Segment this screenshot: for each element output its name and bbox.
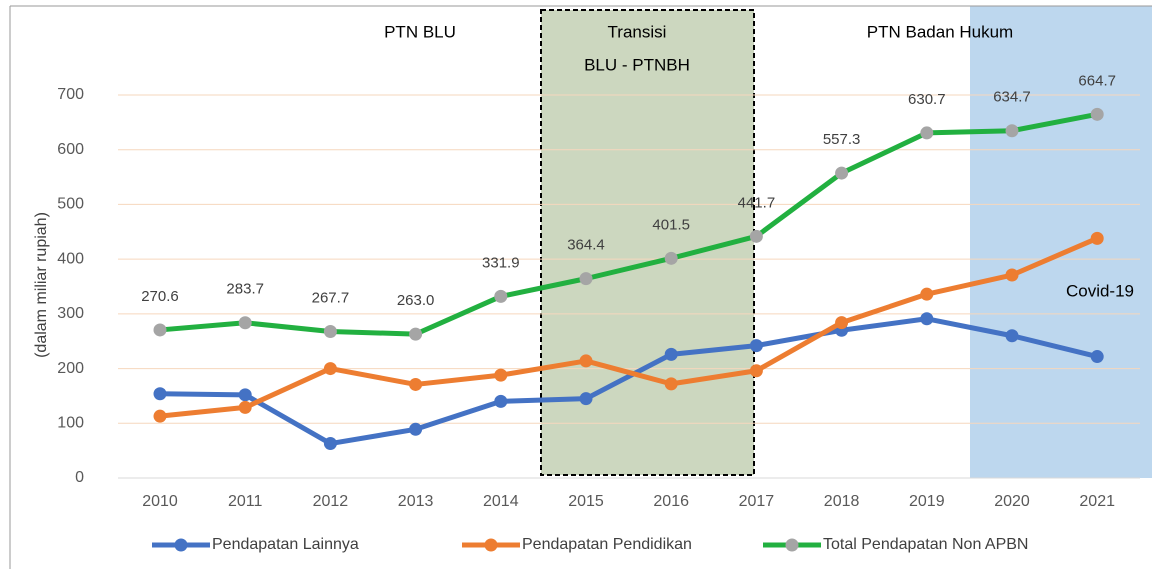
- y-tick-label: 300: [57, 305, 84, 322]
- value-label: 331.9: [482, 254, 520, 271]
- marker: [1005, 268, 1019, 282]
- marker: [1005, 124, 1019, 138]
- annotation: PTN Badan Hukum: [867, 22, 1013, 41]
- marker: [323, 437, 337, 451]
- x-tick-label: 2010: [142, 493, 178, 510]
- marker: [1090, 350, 1104, 364]
- y-tick-label: 700: [57, 86, 84, 103]
- x-tick-label: 2017: [739, 493, 775, 510]
- marker: [238, 400, 252, 414]
- value-label: 270.6: [141, 288, 179, 305]
- marker: [835, 316, 849, 330]
- value-label: 401.5: [652, 216, 690, 233]
- annotation: BLU - PTNBH: [584, 55, 690, 74]
- legend-label: Pendapatan Lainnya: [212, 536, 359, 553]
- marker: [323, 362, 337, 376]
- marker: [153, 387, 167, 401]
- marker: [1005, 329, 1019, 343]
- value-label: 557.3: [823, 131, 861, 148]
- legend-marker: [174, 538, 188, 552]
- marker: [579, 354, 593, 368]
- marker: [153, 409, 167, 423]
- marker: [835, 166, 849, 180]
- marker: [749, 229, 763, 243]
- x-tick-label: 2011: [228, 493, 263, 510]
- marker: [1090, 107, 1104, 121]
- marker: [409, 327, 423, 341]
- marker: [920, 312, 934, 326]
- x-tick-label: 2016: [653, 493, 689, 510]
- marker: [494, 394, 508, 408]
- x-tick-label: 2021: [1079, 493, 1115, 510]
- x-tick-label: 2014: [483, 493, 519, 510]
- legend-marker: [484, 538, 498, 552]
- x-tick-label: 2020: [994, 493, 1030, 510]
- legend-label: Pendapatan Pendidikan: [522, 536, 692, 553]
- marker: [1090, 231, 1104, 245]
- y-tick-label: 0: [75, 469, 84, 486]
- y-tick-label: 200: [57, 360, 84, 377]
- value-label: 364.4: [567, 237, 605, 254]
- series-line: [159, 236, 1099, 419]
- marker: [749, 364, 763, 378]
- marker: [238, 316, 252, 330]
- marker: [664, 251, 678, 265]
- value-label: 630.7: [908, 91, 946, 108]
- value-label: 441.7: [738, 194, 776, 211]
- x-tick-label: 2013: [398, 493, 434, 510]
- y-tick-label: 600: [57, 141, 84, 158]
- y-tick-label: 500: [57, 196, 84, 213]
- value-label: 267.7: [312, 289, 350, 306]
- marker: [494, 289, 508, 303]
- annotation: PTN BLU: [384, 22, 456, 41]
- value-label: 634.7: [993, 89, 1031, 106]
- annotation: Transisi: [608, 22, 667, 41]
- marker: [920, 287, 934, 301]
- value-label: 664.7: [1078, 72, 1116, 89]
- marker: [920, 126, 934, 140]
- value-label: 263.0: [397, 292, 435, 309]
- marker: [579, 392, 593, 406]
- legend-label: Total Pendapatan Non APBN: [823, 536, 1028, 553]
- marker: [153, 323, 167, 337]
- marker: [323, 325, 337, 339]
- marker: [409, 422, 423, 436]
- series-line: [159, 111, 1098, 337]
- y-tick-label: 400: [57, 250, 84, 267]
- series-line: [159, 316, 1098, 447]
- x-tick-label: 2012: [313, 493, 349, 510]
- x-tick-label: 2019: [909, 493, 945, 510]
- marker: [494, 368, 508, 382]
- annotation: Covid-19: [1066, 281, 1134, 300]
- marker: [238, 388, 252, 402]
- marker: [409, 377, 423, 391]
- y-tick-label: 100: [57, 415, 84, 432]
- value-label: 283.7: [226, 281, 264, 298]
- covid-region: [970, 6, 1152, 478]
- marker: [664, 347, 678, 361]
- x-tick-label: 2015: [568, 493, 604, 510]
- marker: [664, 377, 678, 391]
- marker: [579, 272, 593, 286]
- x-tick-label: 2018: [824, 493, 860, 510]
- marker: [749, 339, 763, 353]
- y-axis-title: (dalam miliar rupiah): [33, 212, 50, 358]
- legend-marker: [785, 538, 799, 552]
